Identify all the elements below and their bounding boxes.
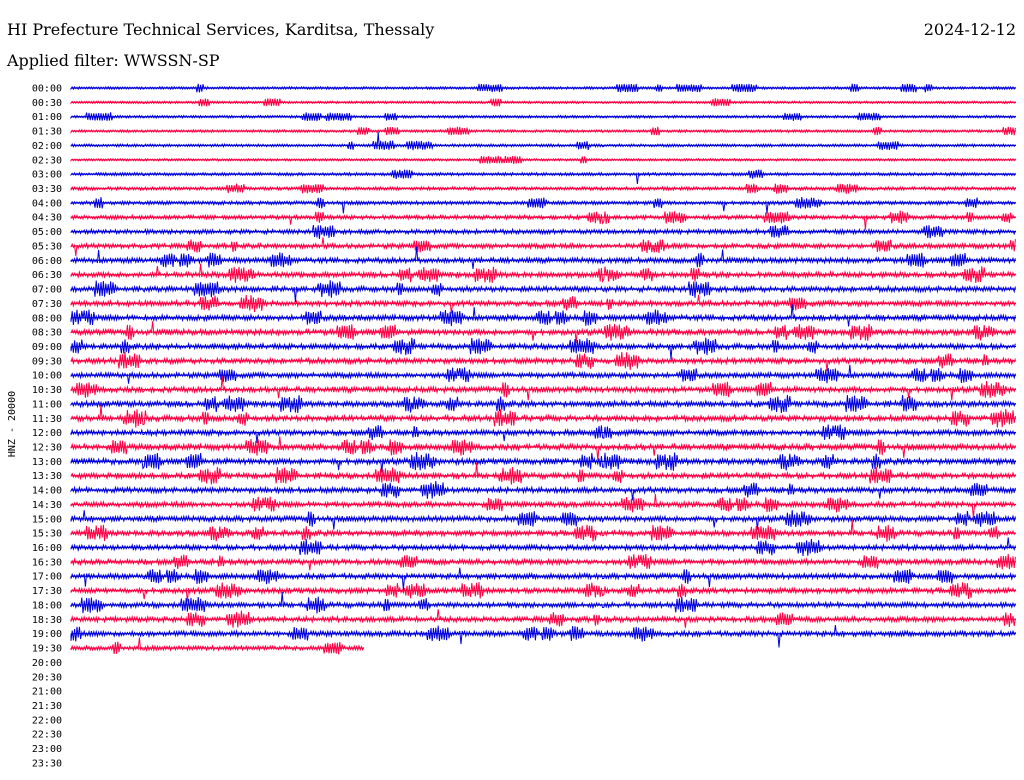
row-time-label: 03:30 [32, 184, 62, 195]
y-axis-label: HNZ - 20000 [7, 391, 18, 457]
row-time-label: 06:00 [32, 256, 62, 267]
seismic-trace [70, 637, 365, 655]
helicorder-rows: 00:00 00:30 01:00 01:30 02:00 02:30 03:00 03:30… [32, 84, 1016, 769]
station-title: HI Prefecture Technical Services, Kardit… [7, 20, 435, 39]
seismic-trace [70, 481, 1016, 501]
row-time-label: 18:30 [32, 615, 62, 626]
row-time-label: 20:00 [32, 658, 62, 669]
row-time-label: 10:00 [32, 371, 62, 382]
row-time-label: 09:00 [32, 342, 62, 353]
seismic-trace [70, 263, 1016, 284]
seismic-trace [70, 537, 1016, 556]
seismic-trace [70, 591, 1016, 614]
row-time-label: 02:00 [32, 141, 62, 152]
seismic-trace [70, 351, 1016, 372]
row-time-label: 00:00 [32, 84, 62, 95]
row-time-label: 01:00 [32, 112, 62, 123]
row-time-label: 11:30 [32, 414, 62, 425]
row-time-label: 08:30 [32, 328, 62, 339]
row-time-label: 16:30 [32, 557, 62, 568]
seismic-trace [70, 609, 1016, 628]
row-time-label: 13:30 [32, 471, 62, 482]
record-date: 2024-12-12 [923, 20, 1016, 39]
row-time-label: 22:00 [32, 715, 62, 726]
seismic-trace [70, 364, 1016, 384]
seismic-trace [70, 169, 1016, 185]
filter-label: Applied filter: WWSSN-SP [7, 51, 220, 70]
row-time-label: 04:30 [32, 213, 62, 224]
row-time-label: 16:00 [32, 543, 62, 554]
row-time-label: 07:00 [32, 285, 62, 296]
seismic-trace [70, 510, 1016, 530]
row-time-label: 11:00 [32, 399, 62, 410]
row-time-label: 23:00 [32, 744, 62, 755]
row-time-label: 03:00 [32, 170, 62, 181]
seismic-trace [70, 294, 1016, 314]
row-time-label: 21:00 [32, 687, 62, 698]
row-time-label: 12:30 [32, 443, 62, 454]
row-time-label: 04:00 [32, 198, 62, 209]
seismic-trace [70, 625, 1016, 648]
row-time-label: 17:30 [32, 586, 62, 597]
seismic-trace [70, 210, 1016, 230]
row-time-label: 01:30 [32, 127, 62, 138]
seismic-trace [70, 337, 1016, 360]
seismic-trace [70, 520, 1016, 542]
seismic-trace [70, 197, 1016, 214]
row-time-label: 07:30 [32, 299, 62, 310]
row-time-label: 14:00 [32, 486, 62, 497]
seismic-trace [70, 424, 1016, 443]
seismic-trace [70, 303, 1016, 327]
row-time-label: 00:30 [32, 98, 62, 109]
row-time-label: 20:30 [32, 672, 62, 683]
row-time-label: 14:30 [32, 500, 62, 511]
row-time-label: 09:30 [32, 356, 62, 367]
row-time-label: 15:00 [32, 514, 62, 525]
seismic-trace [70, 394, 1016, 414]
seismic-trace [70, 462, 1016, 485]
row-time-label: 10:30 [32, 385, 62, 396]
seismic-trace [70, 132, 1016, 151]
row-time-label: 02:30 [32, 155, 62, 166]
row-time-label: 23:30 [32, 758, 62, 769]
seismic-trace [70, 452, 1016, 473]
row-time-label: 12:00 [32, 428, 62, 439]
row-time-label: 08:00 [32, 313, 62, 324]
row-time-label: 22:30 [32, 730, 62, 741]
row-time-label: 19:30 [32, 644, 62, 655]
seismic-trace [70, 375, 1016, 401]
seismic-trace [70, 405, 1016, 428]
seismic-trace [70, 582, 1016, 602]
row-time-label: 05:00 [32, 227, 62, 238]
row-time-label: 15:30 [32, 529, 62, 540]
row-time-label: 19:00 [32, 629, 62, 640]
row-time-label: 13:00 [32, 457, 62, 468]
row-time-label: 05:30 [32, 241, 62, 252]
row-time-label: 17:00 [32, 572, 62, 583]
row-time-label: 18:00 [32, 600, 62, 611]
seismic-trace [70, 246, 1016, 269]
seismic-trace [70, 493, 1016, 519]
row-time-label: 21:30 [32, 701, 62, 712]
row-time-label: 06:30 [32, 270, 62, 281]
